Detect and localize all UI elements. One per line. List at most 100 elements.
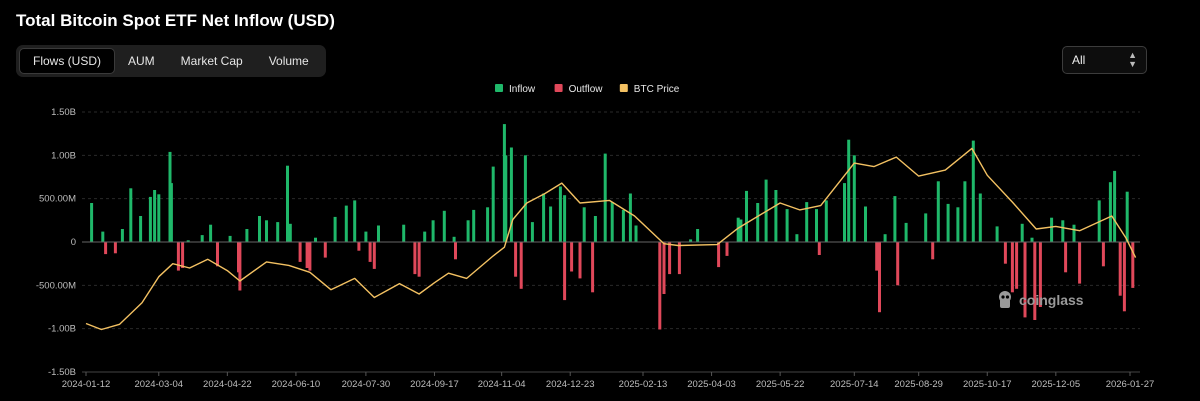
y-tick-label: 1.00B [51, 150, 76, 161]
page-title: Total Bitcoin Spot ETF Net Inflow (USD) [16, 11, 335, 30]
legend-label[interactable]: Inflow [509, 84, 536, 95]
metric-tabs: Flows (USD) AUM Market Cap Volume [16, 45, 326, 77]
inflow-bar [542, 193, 546, 242]
outflow-bar [658, 242, 662, 330]
legend-label[interactable]: Outflow [569, 84, 604, 95]
outflow-bar [717, 242, 721, 268]
inflow-bar [148, 196, 152, 242]
inflow-bar [978, 193, 982, 242]
tab-aum[interactable]: AUM [128, 54, 155, 68]
watermark: coinglass [999, 291, 1084, 308]
inflow-bar [696, 229, 700, 242]
outflow-bar [1010, 242, 1014, 293]
y-tick-label: 0 [71, 237, 76, 248]
inflow-bar [265, 220, 268, 242]
inflow-bar [756, 203, 760, 242]
x-tick-label: 2025-07-14 [830, 379, 879, 390]
inflow-bar [628, 193, 632, 242]
outflow-bar [305, 242, 309, 268]
outflow-bar [563, 242, 567, 301]
inflow-bar [936, 181, 940, 242]
inflow-bar [582, 207, 586, 242]
outflow-bar [519, 242, 523, 289]
outflow-bar [413, 242, 417, 275]
inflow-bar [200, 235, 204, 242]
outflow-bar [372, 242, 376, 269]
outflow-bar [181, 242, 185, 268]
outflow-bar [677, 242, 681, 275]
inflow-bar [774, 190, 778, 242]
inflow-bar [893, 196, 897, 242]
inflow-bar [1072, 224, 1076, 242]
legend-swatch [619, 84, 628, 92]
x-tick-label: 2026-01-27 [1106, 379, 1155, 390]
inflow-bar [563, 195, 567, 242]
x-tick-label: 2025-12-05 [1032, 379, 1081, 390]
inflow-bar [971, 140, 975, 242]
outflow-bar [1122, 242, 1126, 312]
outflow-bar [368, 242, 372, 262]
inflow-bar [258, 216, 261, 242]
inflow-bar [956, 207, 960, 242]
x-tick-label: 2025-08-29 [894, 379, 943, 390]
outflow-bar [1064, 242, 1068, 273]
inflow-bar [1113, 170, 1117, 242]
y-axis: 1.50B 1.00B 500.00M 0 -500.00M -1.00B -1.50B [36, 107, 76, 378]
flow-bars [90, 124, 1135, 330]
range-select[interactable]: All ▲ ▼ [1062, 46, 1147, 74]
inflow-bar [530, 222, 534, 242]
outflow-bar [896, 242, 900, 286]
x-tick-label: 2024-03-04 [134, 379, 183, 390]
inflow-bar [129, 188, 133, 242]
inflow-bar [431, 220, 435, 242]
btc-price-line [85, 147, 1137, 331]
legend-label[interactable]: BTC Price [634, 84, 680, 95]
legend: Inflow Outflow BTC Price [495, 84, 680, 95]
inflow-bar [101, 231, 105, 242]
outflow-bar [298, 242, 302, 262]
x-tick-label: 2024-11-04 [478, 379, 526, 390]
outflow-bar [570, 242, 574, 272]
outflow-bar [454, 242, 457, 260]
inflow-bar [209, 224, 213, 242]
outflow-bar [308, 242, 312, 271]
x-tick-label: 2025-02-13 [619, 379, 668, 390]
outflow-bar [1078, 242, 1082, 284]
outflow-bar [1118, 242, 1122, 296]
inflow-bar [186, 240, 190, 242]
x-tick-label: 2024-12-23 [546, 379, 595, 390]
inflow-bar [593, 216, 597, 242]
outflow-bar [591, 242, 595, 293]
inflow-bar [120, 229, 124, 242]
inflow-bar [815, 209, 818, 242]
tab-market-cap[interactable]: Market Cap [180, 54, 243, 68]
watermark-text: coinglass [1019, 292, 1084, 308]
outflow-bar [1003, 242, 1007, 264]
y-tick-label: -1.50B [48, 367, 76, 378]
inflow-bar [442, 210, 446, 242]
outflow-bar [113, 242, 117, 254]
outflow-bar [578, 242, 582, 279]
outflow-bar [1015, 242, 1019, 289]
inflow-bar [558, 186, 562, 242]
tab-flows[interactable]: Flows (USD) [19, 48, 115, 74]
outflow-bar [1038, 242, 1042, 307]
inflow-bar [353, 200, 357, 242]
tab-volume[interactable]: Volume [268, 54, 309, 68]
y-tick-label: 1.50B [51, 107, 76, 118]
inflow-bar [153, 190, 157, 242]
inflow-bar [523, 155, 527, 242]
inflow-bar [314, 237, 317, 242]
outflow-bar [357, 242, 361, 251]
inflow-bar [486, 207, 490, 242]
outflow-bar [1023, 242, 1027, 318]
x-tick-label: 2024-01-12 [62, 379, 111, 390]
legend-swatch [554, 84, 563, 92]
inflow-bar [904, 222, 908, 242]
inflow-bar [139, 216, 143, 242]
x-tick-label: 2025-10-17 [963, 379, 1012, 390]
outflow-bar [875, 242, 879, 271]
inflow-bar [245, 229, 249, 242]
outflow-bar [725, 242, 729, 256]
